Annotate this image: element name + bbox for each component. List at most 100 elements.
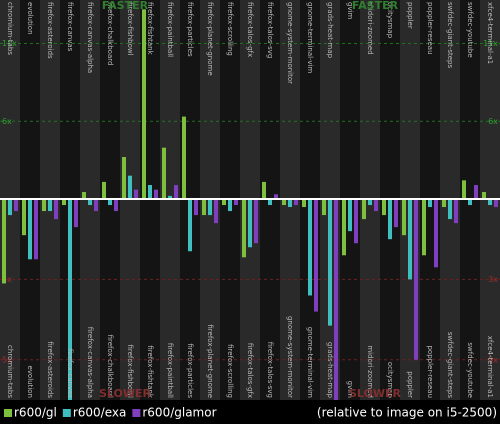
x-tick-label: gvim	[346, 2, 354, 20]
bar	[182, 116, 186, 199]
bar	[128, 175, 132, 199]
bar	[48, 199, 52, 212]
bar	[88, 199, 92, 206]
x-tick-label: firefox-asteroids	[46, 2, 54, 59]
x-tick-label: firefox-paintball	[166, 343, 174, 398]
x-tick-label: evolution	[26, 2, 34, 35]
slower-label: SLOWER	[99, 387, 152, 400]
bar	[108, 199, 112, 206]
x-tick-label: firefox-canvas-alpha	[86, 327, 94, 398]
x-tick-label: firefox-talos-svg	[266, 2, 274, 58]
x-tick-label: firefox-canvas-alpha	[86, 2, 94, 73]
bar	[468, 199, 472, 206]
bar	[354, 199, 358, 244]
bar	[62, 199, 66, 206]
x-tick-label: firefox-fishtank	[146, 345, 154, 399]
bar	[362, 199, 366, 220]
x-tick-label: firefox-talos-svg	[266, 342, 274, 398]
x-tick-label: swfdec-giant-steps	[446, 2, 454, 68]
bar	[122, 157, 126, 199]
bar	[302, 199, 306, 208]
x-tick-label: firefox-planet-gnome	[206, 2, 214, 76]
bar	[242, 199, 246, 258]
bar	[448, 199, 452, 220]
x-tick-label: firefox-chalkboard	[106, 335, 114, 398]
y-tick-label: 5x	[488, 355, 498, 364]
y-tick-label: 11x	[483, 39, 498, 48]
x-tick-label: poppler-reseau	[426, 345, 434, 398]
bar	[82, 192, 86, 199]
x-tick-label: poppler	[406, 371, 414, 398]
y-tick-label: 5x	[2, 355, 12, 364]
bar	[348, 199, 352, 232]
legend-swatch	[4, 409, 12, 417]
x-tick-label: firefox-paintball	[166, 2, 174, 57]
x-tick-label: firefox-scrolling	[226, 2, 234, 56]
bar	[408, 199, 412, 280]
bar	[214, 199, 218, 224]
faster-label: FASTER	[102, 0, 149, 12]
bar	[428, 199, 432, 208]
x-tick-label: midori-zoomed	[366, 345, 374, 398]
x-tick-label: grads-heat-map	[326, 342, 334, 399]
y-tick-label: 6x	[488, 117, 498, 126]
bar	[34, 199, 38, 260]
bar	[222, 199, 226, 206]
bar	[14, 199, 18, 212]
bar	[154, 189, 158, 199]
y-tick-label: 11x	[2, 39, 17, 48]
bar	[334, 199, 338, 400]
bar	[162, 147, 166, 199]
x-tick-label: gnome-terminal-vim	[306, 327, 314, 398]
x-tick-label: grads-heat-map	[326, 2, 334, 59]
x-tick-label: firefox-canvas	[66, 2, 74, 52]
bar	[254, 199, 258, 244]
bar	[234, 199, 238, 206]
bar	[274, 194, 278, 199]
x-tick-label: chromium-tabs	[6, 345, 14, 398]
bar	[28, 199, 32, 260]
x-tick-label: firefox-particles	[186, 2, 194, 57]
x-tick-label: poppler-reseau	[426, 2, 434, 55]
x-tick-label: swfdec-giant-steps	[446, 332, 454, 398]
x-tick-label: gnome-terminal-vim	[306, 2, 314, 73]
bar	[442, 199, 446, 208]
x-tick-label: midori-zoomed	[366, 2, 374, 55]
legend-swatch	[62, 409, 71, 417]
bar	[268, 199, 272, 206]
x-tick-label: firefox-fishbowl	[126, 344, 134, 398]
bar	[134, 189, 138, 199]
bar	[414, 199, 418, 360]
x-tick-label: xfce4-terminal-a1	[486, 336, 494, 398]
bar	[282, 199, 286, 206]
note: (relative to image on i5-2500)	[317, 406, 497, 420]
bar	[474, 185, 478, 199]
slower-label: SLOWER	[349, 387, 402, 400]
bar	[494, 199, 498, 208]
x-tick-label: gnome-system-monitor	[286, 2, 294, 84]
x-tick-label: firefox-scrolling	[226, 344, 234, 398]
bar	[102, 181, 106, 199]
legend-label: r600/glamor	[142, 406, 216, 420]
x-tick-label: ocitysmap	[386, 2, 394, 39]
bar	[142, 9, 146, 199]
bar	[382, 199, 386, 216]
bar	[174, 185, 178, 199]
x-tick-label: firefox-planet-gnome	[206, 324, 214, 398]
bar	[308, 199, 312, 296]
bar	[74, 199, 78, 228]
x-tick-label: swfdec-youtube	[466, 2, 474, 58]
bar	[322, 199, 326, 216]
bar	[388, 199, 392, 240]
x-tick-label: firefox-fishtank	[146, 2, 154, 56]
x-tick-label: poppler	[406, 2, 414, 29]
bar	[2, 199, 6, 284]
x-tick-label: firefox-canvas	[66, 349, 74, 399]
bar	[54, 199, 58, 220]
bar	[188, 199, 192, 252]
bar	[374, 199, 378, 212]
bar	[194, 199, 198, 216]
bar	[228, 199, 232, 212]
bar	[22, 199, 26, 236]
